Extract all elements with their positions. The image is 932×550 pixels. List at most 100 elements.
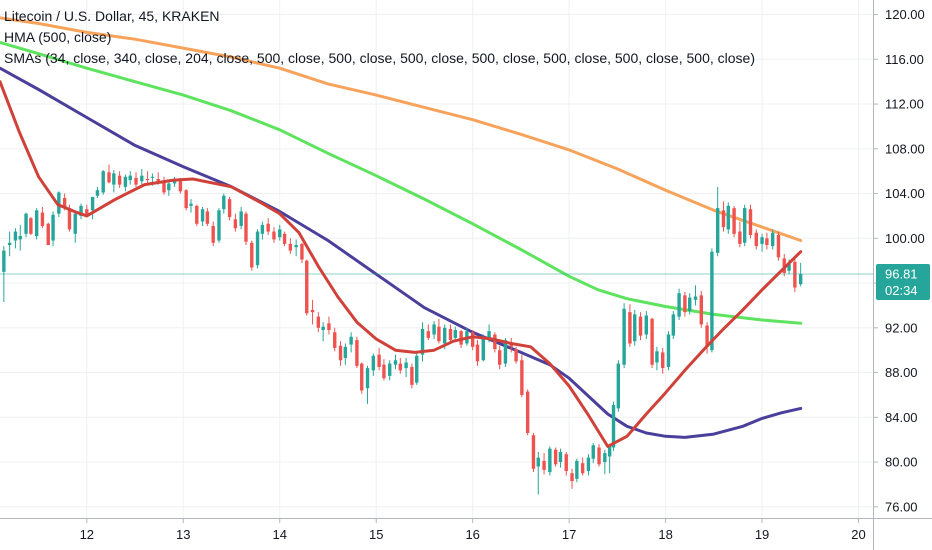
candle[interactable] bbox=[415, 352, 419, 385]
candle[interactable] bbox=[162, 176, 166, 195]
candle[interactable] bbox=[377, 347, 381, 371]
candle[interactable] bbox=[448, 324, 453, 344]
candle[interactable] bbox=[382, 359, 386, 381]
candle[interactable] bbox=[29, 217, 33, 235]
candle[interactable] bbox=[404, 358, 408, 378]
candle[interactable] bbox=[558, 448, 563, 468]
candle[interactable] bbox=[570, 468, 574, 489]
candle[interactable] bbox=[564, 451, 568, 476]
candle[interactable] bbox=[107, 164, 111, 184]
candle[interactable] bbox=[250, 240, 254, 271]
candle[interactable] bbox=[793, 257, 797, 293]
candle[interactable] bbox=[24, 212, 28, 238]
candle[interactable] bbox=[705, 322, 709, 354]
candle[interactable] bbox=[46, 222, 50, 246]
candle[interactable] bbox=[553, 447, 558, 467]
candle[interactable] bbox=[603, 449, 607, 475]
candle[interactable] bbox=[607, 444, 612, 474]
legend-hma[interactable]: HMA (500, close) bbox=[4, 29, 112, 45]
candle[interactable] bbox=[671, 311, 676, 339]
sma-line-1[interactable] bbox=[0, 16, 803, 242]
candle[interactable] bbox=[355, 336, 359, 369]
candle[interactable] bbox=[7, 231, 12, 257]
candle[interactable] bbox=[721, 201, 726, 232]
candle[interactable] bbox=[333, 327, 337, 352]
candle[interactable] bbox=[239, 206, 243, 230]
candle[interactable] bbox=[222, 193, 226, 214]
candle[interactable] bbox=[195, 204, 199, 226]
candle[interactable] bbox=[217, 208, 221, 243]
candle[interactable] bbox=[205, 208, 210, 226]
candle[interactable] bbox=[140, 168, 144, 187]
candle[interactable] bbox=[398, 358, 403, 374]
candle[interactable] bbox=[715, 186, 720, 257]
candle[interactable] bbox=[371, 353, 376, 376]
candle[interactable] bbox=[655, 346, 659, 371]
candle[interactable] bbox=[288, 238, 293, 254]
candle[interactable] bbox=[101, 170, 105, 195]
candle[interactable] bbox=[765, 232, 769, 250]
candle[interactable] bbox=[95, 186, 100, 199]
candle[interactable] bbox=[134, 172, 138, 187]
candle[interactable] bbox=[338, 341, 343, 366]
candle[interactable] bbox=[310, 299, 315, 325]
candle[interactable] bbox=[40, 206, 45, 229]
candle[interactable] bbox=[393, 354, 398, 370]
candle[interactable] bbox=[650, 317, 654, 369]
candle[interactable] bbox=[726, 202, 731, 234]
candle[interactable] bbox=[244, 211, 248, 246]
candle[interactable] bbox=[321, 322, 325, 342]
candle[interactable] bbox=[272, 227, 276, 243]
sma-line-2[interactable] bbox=[0, 41, 803, 325]
candle[interactable] bbox=[693, 285, 698, 306]
candle[interactable] bbox=[13, 228, 18, 249]
candle[interactable] bbox=[580, 457, 585, 476]
candle[interactable] bbox=[365, 365, 370, 404]
candle[interactable] bbox=[760, 233, 764, 252]
candle[interactable] bbox=[305, 259, 309, 316]
candle[interactable] bbox=[683, 292, 687, 317]
candle[interactable] bbox=[145, 171, 150, 184]
candle[interactable] bbox=[410, 363, 414, 389]
candle[interactable] bbox=[616, 360, 621, 412]
candle[interactable] bbox=[316, 312, 321, 333]
candle[interactable] bbox=[260, 221, 265, 240]
legend-smas[interactable]: SMAs (34, close, 340, close, 204, close,… bbox=[4, 50, 755, 66]
candle[interactable] bbox=[266, 218, 270, 235]
candle[interactable] bbox=[514, 346, 518, 364]
candle[interactable] bbox=[520, 354, 524, 398]
candle[interactable] bbox=[278, 224, 282, 241]
candle[interactable] bbox=[710, 248, 714, 353]
candle[interactable] bbox=[117, 171, 122, 188]
candle[interactable] bbox=[18, 224, 22, 251]
candle[interactable] bbox=[327, 316, 331, 335]
candle[interactable] bbox=[754, 229, 758, 250]
candle[interactable] bbox=[782, 253, 786, 277]
candle[interactable] bbox=[776, 231, 781, 261]
candle[interactable] bbox=[34, 208, 39, 240]
candle[interactable] bbox=[200, 206, 205, 226]
candle[interactable] bbox=[420, 322, 425, 362]
candle[interactable] bbox=[661, 347, 665, 374]
candle[interactable] bbox=[542, 453, 546, 475]
candle[interactable] bbox=[525, 389, 530, 436]
candle[interactable] bbox=[172, 176, 177, 187]
candle[interactable] bbox=[591, 443, 595, 464]
hma-line[interactable] bbox=[0, 80, 803, 448]
candle[interactable] bbox=[633, 309, 637, 346]
candle[interactable] bbox=[470, 330, 475, 351]
candle[interactable] bbox=[73, 212, 77, 243]
candle[interactable] bbox=[432, 321, 436, 339]
candle[interactable] bbox=[738, 221, 742, 248]
candle[interactable] bbox=[349, 332, 353, 353]
candle[interactable] bbox=[300, 242, 304, 263]
time-axis-panel[interactable] bbox=[0, 518, 932, 550]
candle[interactable] bbox=[189, 199, 193, 213]
candle[interactable] bbox=[536, 451, 540, 495]
candle[interactable] bbox=[184, 189, 188, 211]
candle[interactable] bbox=[128, 171, 132, 185]
candle[interactable] bbox=[688, 293, 692, 315]
candle[interactable] bbox=[112, 170, 116, 193]
candle[interactable] bbox=[628, 304, 632, 347]
